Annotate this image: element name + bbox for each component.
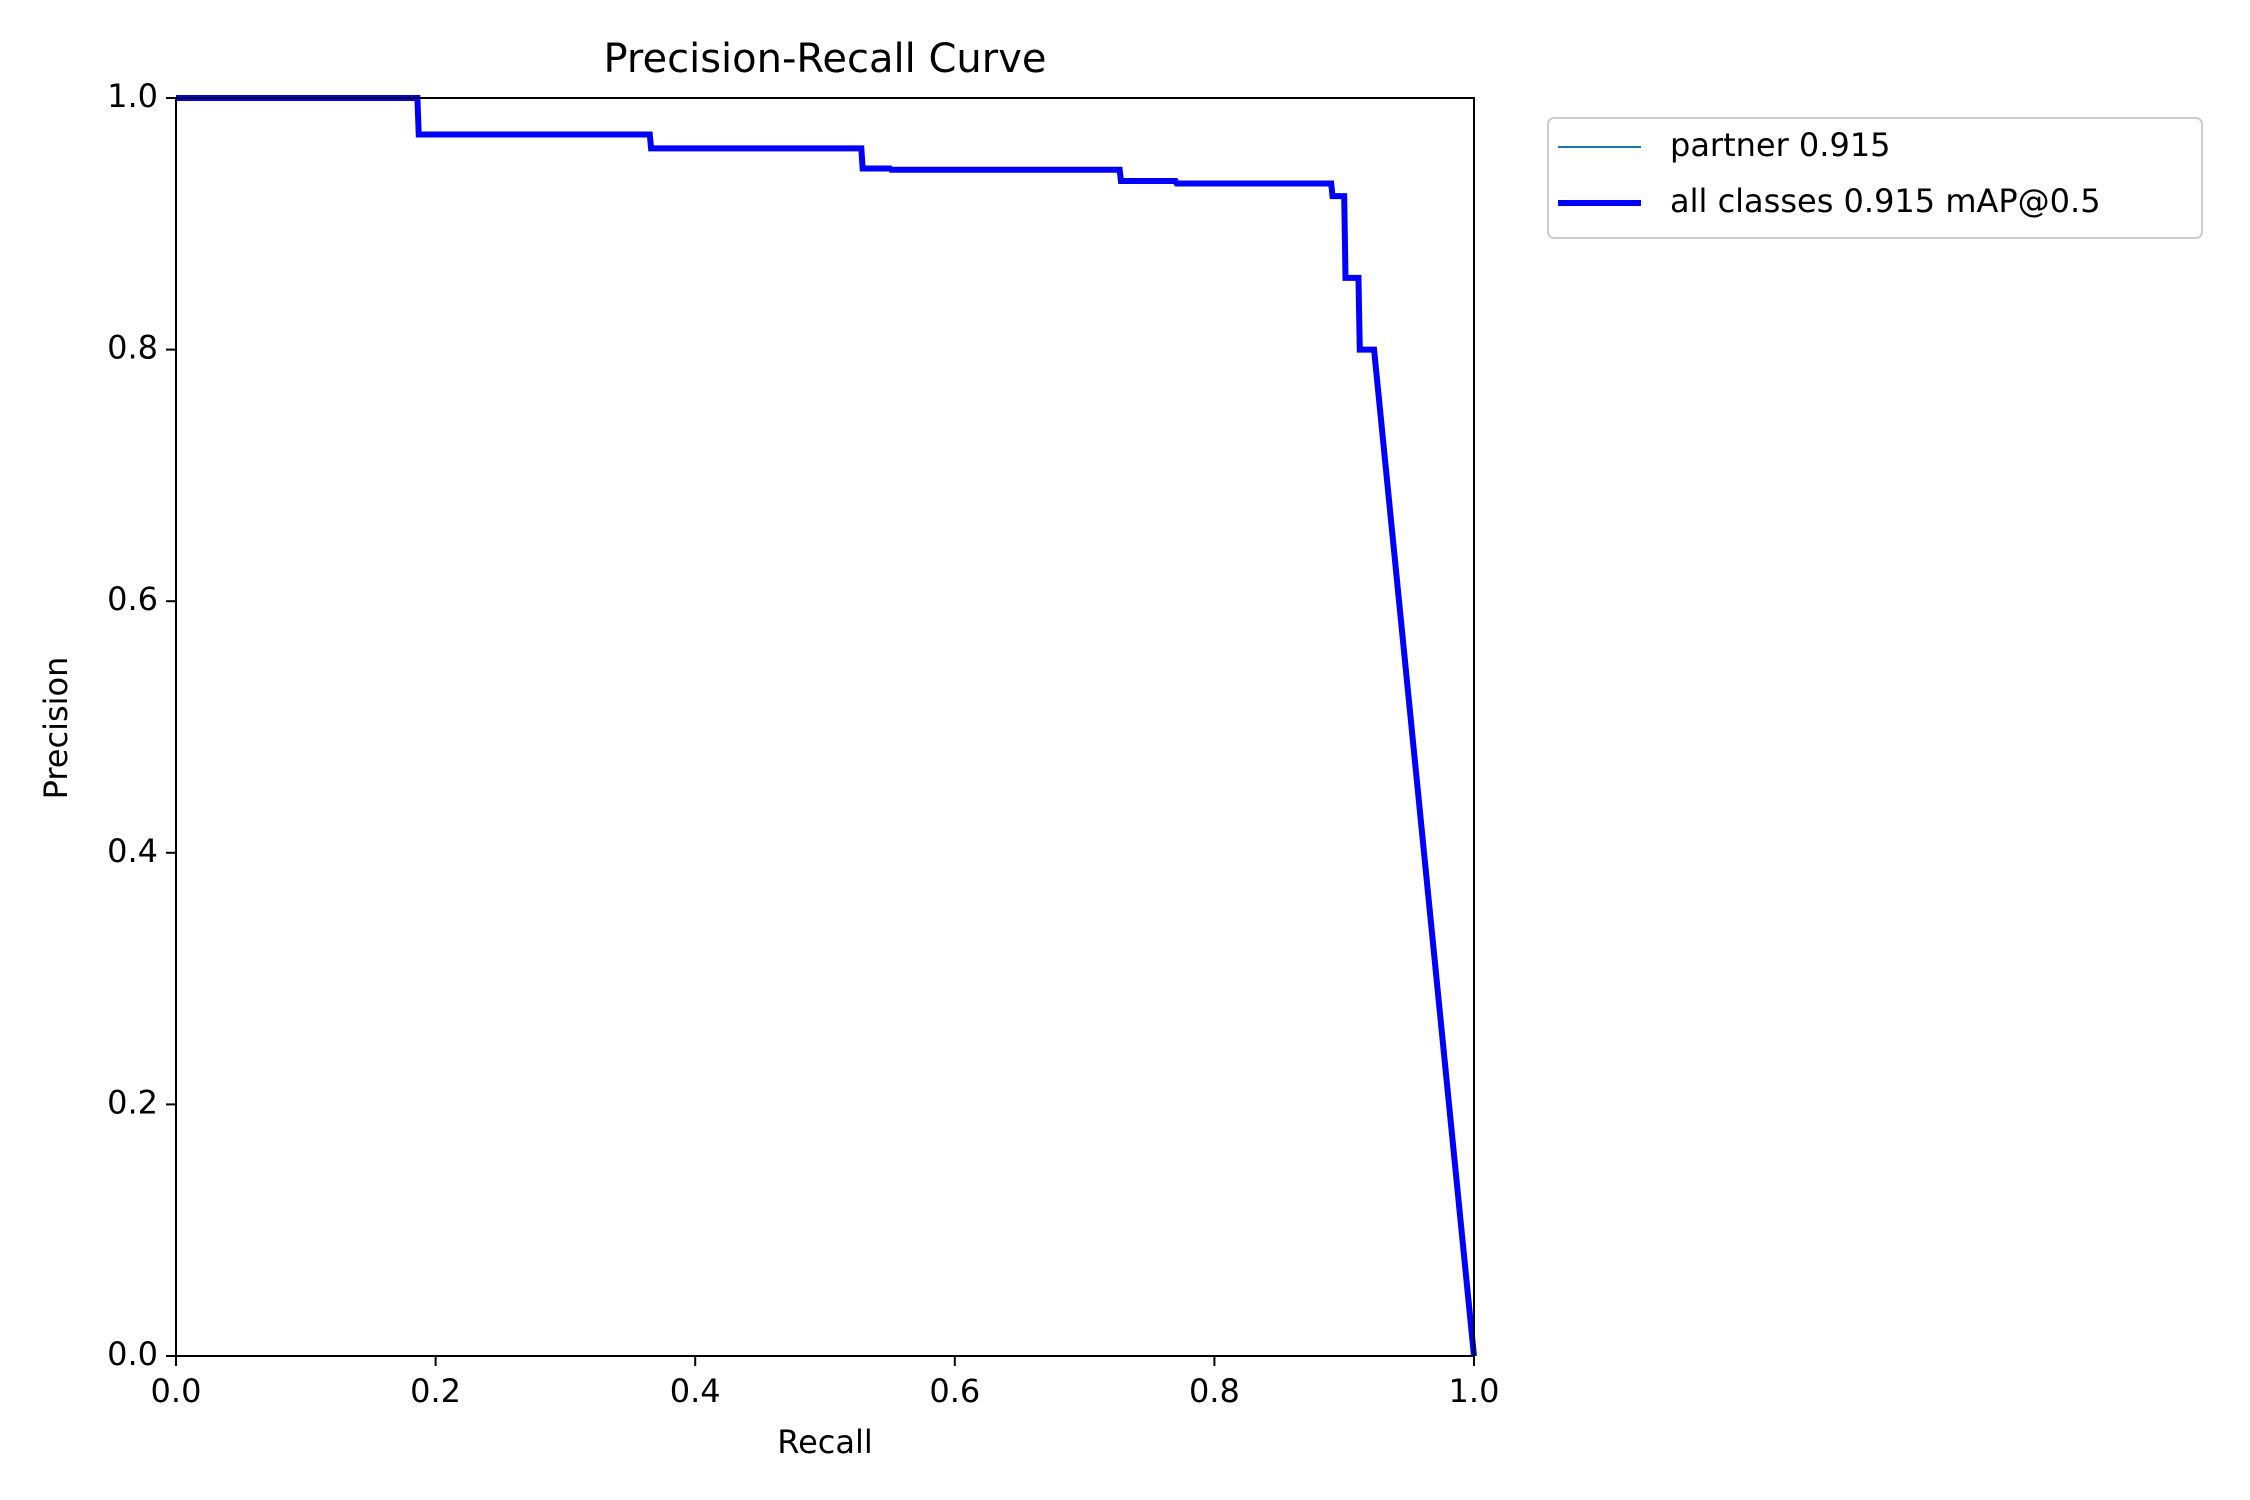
x-tick-label: 0.6	[929, 1372, 980, 1410]
y-tick-label: 0.2	[107, 1083, 158, 1121]
legend-box	[1547, 117, 2203, 239]
legend-label: partner 0.915	[1670, 126, 1891, 164]
x-tick-label: 0.0	[151, 1372, 202, 1410]
chart-title: Precision-Recall Curve	[604, 36, 1047, 82]
x-tick-label: 1.0	[1449, 1372, 1500, 1410]
y-tick-label: 1.0	[107, 77, 158, 115]
x-axis-label: Recall	[777, 1423, 872, 1461]
y-tick-label: 0.0	[107, 1335, 158, 1373]
pr-curve	[176, 95, 1477, 1357]
y-axis-label: Precision	[37, 657, 75, 800]
y-tick-label: 0.8	[107, 329, 158, 367]
y-tick-label: 0.6	[107, 580, 158, 618]
y-tick-label: 0.4	[107, 832, 158, 870]
legend-label: all classes 0.915 mAP@0.5	[1670, 182, 2101, 220]
x-tick-label: 0.4	[670, 1372, 721, 1410]
plot-frame	[175, 97, 1475, 1357]
x-tick-label: 0.2	[410, 1372, 461, 1410]
x-tick-label: 0.8	[1189, 1372, 1240, 1410]
